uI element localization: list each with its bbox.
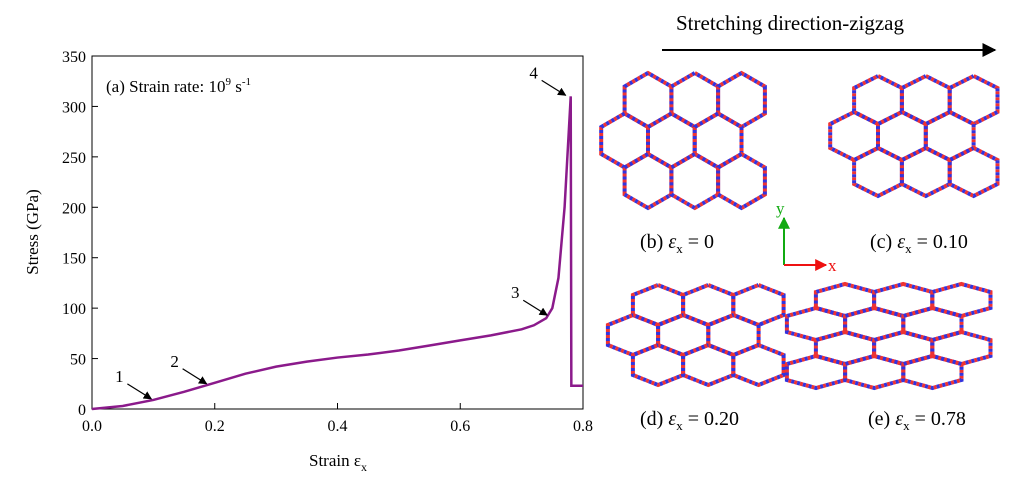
- panel-letter: (b): [640, 231, 668, 253]
- y-direction-label: y: [776, 199, 785, 218]
- annotation: (a) Strain rate: 109 s-1: [106, 76, 251, 96]
- x-tick-label: 0.4: [328, 418, 348, 435]
- panel-letter: (e): [868, 408, 895, 430]
- y-tick-label: 150: [62, 251, 86, 268]
- y-tick-label: 100: [62, 301, 86, 318]
- x-tick-label: 0.0: [82, 418, 102, 435]
- y-tick-label: 50: [70, 352, 86, 369]
- panel-label: (e) εx = 0.78: [868, 408, 966, 433]
- x-axis-label: Strain εx: [309, 451, 367, 474]
- panel-symbol: ε: [895, 408, 903, 430]
- annotation-text: (a) Strain rate:: [106, 77, 208, 96]
- panel-symbol: ε: [897, 231, 905, 253]
- panel-label: (c) εx = 0.10: [870, 231, 968, 256]
- y-axis-label: Stress (GPa): [23, 189, 42, 274]
- panel-letter: (c): [870, 231, 897, 253]
- x-tick-label: 0.8: [573, 418, 593, 435]
- x-label-sub: x: [361, 460, 367, 474]
- panel-value: = 0.10: [912, 231, 968, 253]
- panel-symbol: ε: [668, 231, 676, 253]
- point-arrow: [183, 369, 207, 384]
- x-tick-label: 0.2: [205, 418, 225, 435]
- page: {"chart_data": {"type": "line", "y_label…: [0, 0, 1010, 477]
- figure-title: Stretching direction-zigzag: [676, 11, 904, 35]
- point-label: 1: [115, 367, 124, 386]
- y-tick-label: 300: [62, 99, 86, 116]
- point-label: 3: [511, 283, 520, 302]
- point-arrow: [542, 80, 566, 95]
- point-label: 4: [529, 63, 538, 82]
- panel-value: = 0: [683, 231, 714, 253]
- panel-letter: (d): [640, 408, 668, 430]
- y-tick-label: 350: [62, 49, 86, 66]
- y-tick-label: 200: [62, 200, 86, 217]
- annotation-base: 10: [208, 77, 225, 96]
- panel-value: = 0.20: [683, 408, 739, 430]
- data-line: [92, 96, 583, 409]
- x-label-text: Strain ε: [309, 451, 361, 470]
- panel-symbol: ε: [668, 408, 676, 430]
- point-label: 2: [170, 352, 179, 371]
- y-tick-label: 0: [78, 402, 86, 419]
- panel-value: = 0.78: [910, 408, 966, 430]
- panel-label: (b) εx = 0: [640, 231, 714, 256]
- annotation-unit: s: [231, 77, 242, 96]
- plot-frame: [92, 56, 583, 409]
- y-tick-label: 250: [62, 150, 86, 167]
- point-arrow: [523, 300, 547, 315]
- panel-label: (d) εx = 0.20: [640, 408, 739, 433]
- figure: Stress (GPa) Strain εx (a) Strain rate: …: [0, 0, 1010, 477]
- x-direction-label: x: [828, 256, 837, 275]
- point-arrow: [127, 384, 151, 399]
- x-tick-label: 0.6: [450, 418, 470, 435]
- annotation-unit-exp: -1: [242, 76, 251, 88]
